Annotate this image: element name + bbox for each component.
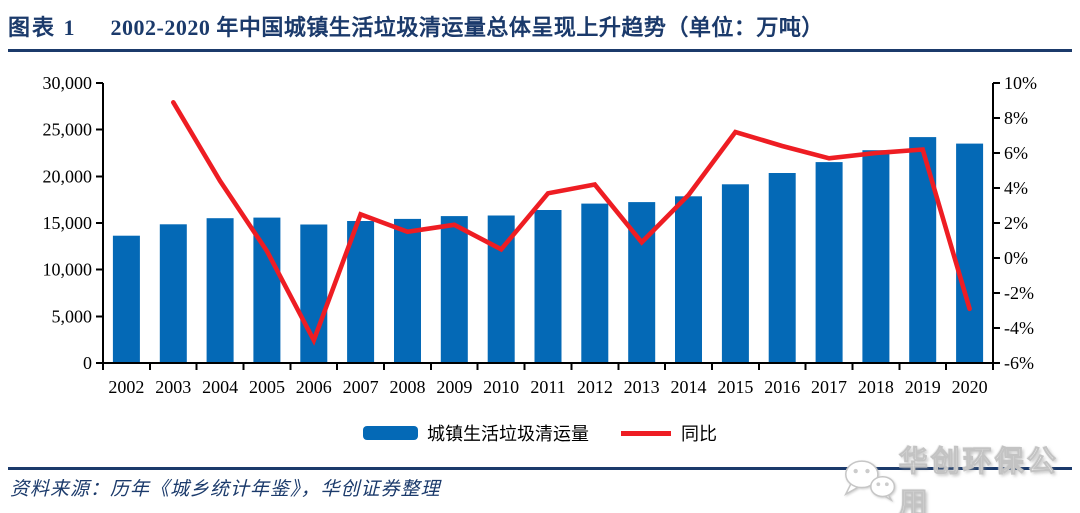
left-axis-tick-label: 30,000 bbox=[43, 73, 93, 93]
bar-2008 bbox=[394, 218, 421, 363]
combo-chart: 0 5,000 10,000 15,000 20,000 25,000 30,000 -6% -… bbox=[43, 73, 1038, 397]
wechat-icon bbox=[843, 460, 896, 502]
x-axis-label-2013: 2013 bbox=[624, 377, 660, 397]
yoy-line bbox=[171, 100, 972, 346]
right-axis-tick-label: -4% bbox=[1004, 318, 1034, 338]
figure-title: 2002-2020 年中国城镇生活垃圾清运量总体呈现上升趋势（单位：万吨） bbox=[110, 15, 824, 40]
bar-2012 bbox=[581, 203, 609, 363]
x-axis-label-2015: 2015 bbox=[717, 377, 753, 397]
legend-bar-label: 城镇生活垃圾清运量 bbox=[427, 424, 589, 444]
x-axis-label-2019: 2019 bbox=[905, 377, 941, 397]
left-axis-tick-label: 20,000 bbox=[43, 166, 93, 186]
right-axis-tick-label: -6% bbox=[1004, 353, 1034, 373]
legend-line-label: 同比 bbox=[681, 424, 717, 444]
left-axis-tick-label: 5,000 bbox=[52, 306, 93, 326]
bar-2018 bbox=[862, 150, 890, 363]
footer-divider bbox=[8, 467, 1072, 470]
x-axis-label-2012: 2012 bbox=[577, 377, 613, 397]
bar-2002 bbox=[112, 235, 140, 363]
right-axis-tick-label: 2% bbox=[1004, 213, 1028, 233]
x-axis-label-2008: 2008 bbox=[389, 377, 425, 397]
watermark-label: 华创环保公用 bbox=[898, 446, 1059, 513]
bar-2019 bbox=[909, 137, 937, 363]
chart-legend: 城镇生活垃圾清运量 同比 bbox=[0, 420, 1080, 446]
source-note: 资料来源：历年《城乡统计年鉴》，华创证券整理 bbox=[10, 479, 441, 500]
right-axis-tick-label: -2% bbox=[1004, 283, 1034, 303]
x-axis-label-2011: 2011 bbox=[530, 377, 565, 397]
figure-title-row: 图表 1 2002-2020 年中国城镇生活垃圾清运量总体呈现上升趋势（单位：万吨… bbox=[8, 10, 1072, 42]
left-axis-tick-label: 25,000 bbox=[43, 120, 93, 140]
bar-2016 bbox=[768, 173, 796, 363]
legend-line-swatch bbox=[621, 430, 671, 436]
legend-bar-swatch bbox=[363, 426, 418, 440]
right-axis-tick-label: 4% bbox=[1004, 178, 1028, 198]
bar-2003 bbox=[159, 224, 187, 363]
bar-2017 bbox=[815, 162, 843, 363]
x-axis-label-2006: 2006 bbox=[296, 377, 332, 397]
bar-2020 bbox=[956, 143, 984, 363]
brand-watermark: 华创环保公用 bbox=[842, 438, 1080, 513]
x-axis-label-2016: 2016 bbox=[764, 377, 800, 397]
left-axis-tick-label: 0 bbox=[83, 353, 92, 373]
right-axis-tick-label: 10% bbox=[1004, 73, 1037, 93]
x-axis-label-2018: 2018 bbox=[858, 377, 894, 397]
x-axis-label-2007: 2007 bbox=[343, 377, 379, 397]
bar-2009 bbox=[440, 216, 468, 363]
bar-2005 bbox=[253, 217, 281, 363]
right-axis-tick-label: 0% bbox=[1004, 248, 1028, 268]
x-axis-label-2004: 2004 bbox=[202, 377, 238, 397]
x-axis-label-2017: 2017 bbox=[811, 377, 847, 397]
right-axis-tick-label: 6% bbox=[1004, 143, 1028, 163]
x-axis-label-2002: 2002 bbox=[108, 377, 144, 397]
figure-label: 图表 1 bbox=[8, 15, 77, 40]
x-axis-label-2020: 2020 bbox=[952, 377, 988, 397]
x-axis-label-2009: 2009 bbox=[436, 377, 472, 397]
bar-2004 bbox=[206, 218, 234, 363]
x-axis-label-2010: 2010 bbox=[483, 377, 519, 397]
bar-2015 bbox=[721, 184, 749, 363]
x-axis-label-2014: 2014 bbox=[671, 377, 707, 397]
bar-2013 bbox=[628, 202, 656, 363]
right-axis-tick-label: 8% bbox=[1004, 108, 1028, 128]
x-axis-label-2003: 2003 bbox=[155, 377, 191, 397]
left-axis-tick-label: 15,000 bbox=[43, 213, 93, 233]
x-axis-label-2005: 2005 bbox=[249, 377, 285, 397]
left-axis-tick-label: 10,000 bbox=[43, 260, 93, 280]
bar-2014 bbox=[675, 196, 702, 363]
bar-2011 bbox=[534, 210, 562, 363]
title-underline bbox=[8, 49, 1072, 52]
